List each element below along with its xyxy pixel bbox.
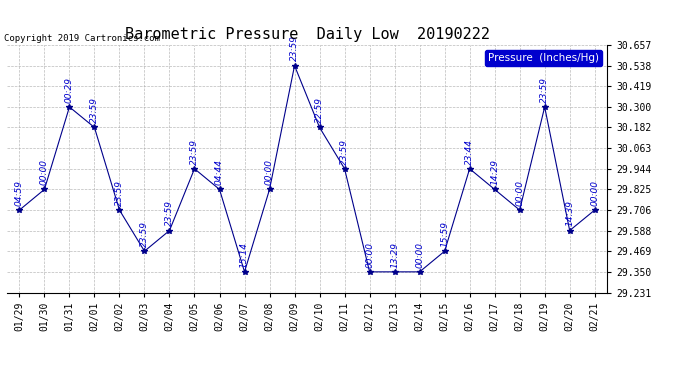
Title: Barometric Pressure  Daily Low  20190222: Barometric Pressure Daily Low 20190222 <box>125 27 489 42</box>
Text: 04:59: 04:59 <box>15 180 24 206</box>
Text: 23:59: 23:59 <box>190 139 199 165</box>
Text: 14:29: 14:29 <box>490 159 499 185</box>
Text: 00:00: 00:00 <box>515 180 524 206</box>
Text: 13:29: 13:29 <box>390 242 399 268</box>
Text: 14:39: 14:39 <box>565 200 574 226</box>
Text: 00:29: 00:29 <box>65 77 74 103</box>
Text: 00:00: 00:00 <box>40 159 49 185</box>
Text: 23:59: 23:59 <box>90 97 99 123</box>
Text: 04:44: 04:44 <box>215 159 224 185</box>
Text: 00:00: 00:00 <box>590 180 599 206</box>
Text: 00:00: 00:00 <box>365 242 374 268</box>
Text: 23:59: 23:59 <box>340 139 349 165</box>
Text: 23:59: 23:59 <box>290 36 299 62</box>
Text: 23:59: 23:59 <box>140 221 149 247</box>
Text: 15:59: 15:59 <box>440 221 449 247</box>
Text: 23:59: 23:59 <box>115 180 124 206</box>
Text: Copyright 2019 Cartronics.com: Copyright 2019 Cartronics.com <box>4 33 160 42</box>
Text: 23:44: 23:44 <box>465 139 474 165</box>
Text: 23:59: 23:59 <box>165 200 174 226</box>
Text: 22:59: 22:59 <box>315 97 324 123</box>
Text: 15:14: 15:14 <box>240 242 249 268</box>
Text: 00:00: 00:00 <box>265 159 274 185</box>
Legend: Pressure  (Inches/Hg): Pressure (Inches/Hg) <box>485 50 602 66</box>
Text: 23:59: 23:59 <box>540 77 549 103</box>
Text: 00:00: 00:00 <box>415 242 424 268</box>
